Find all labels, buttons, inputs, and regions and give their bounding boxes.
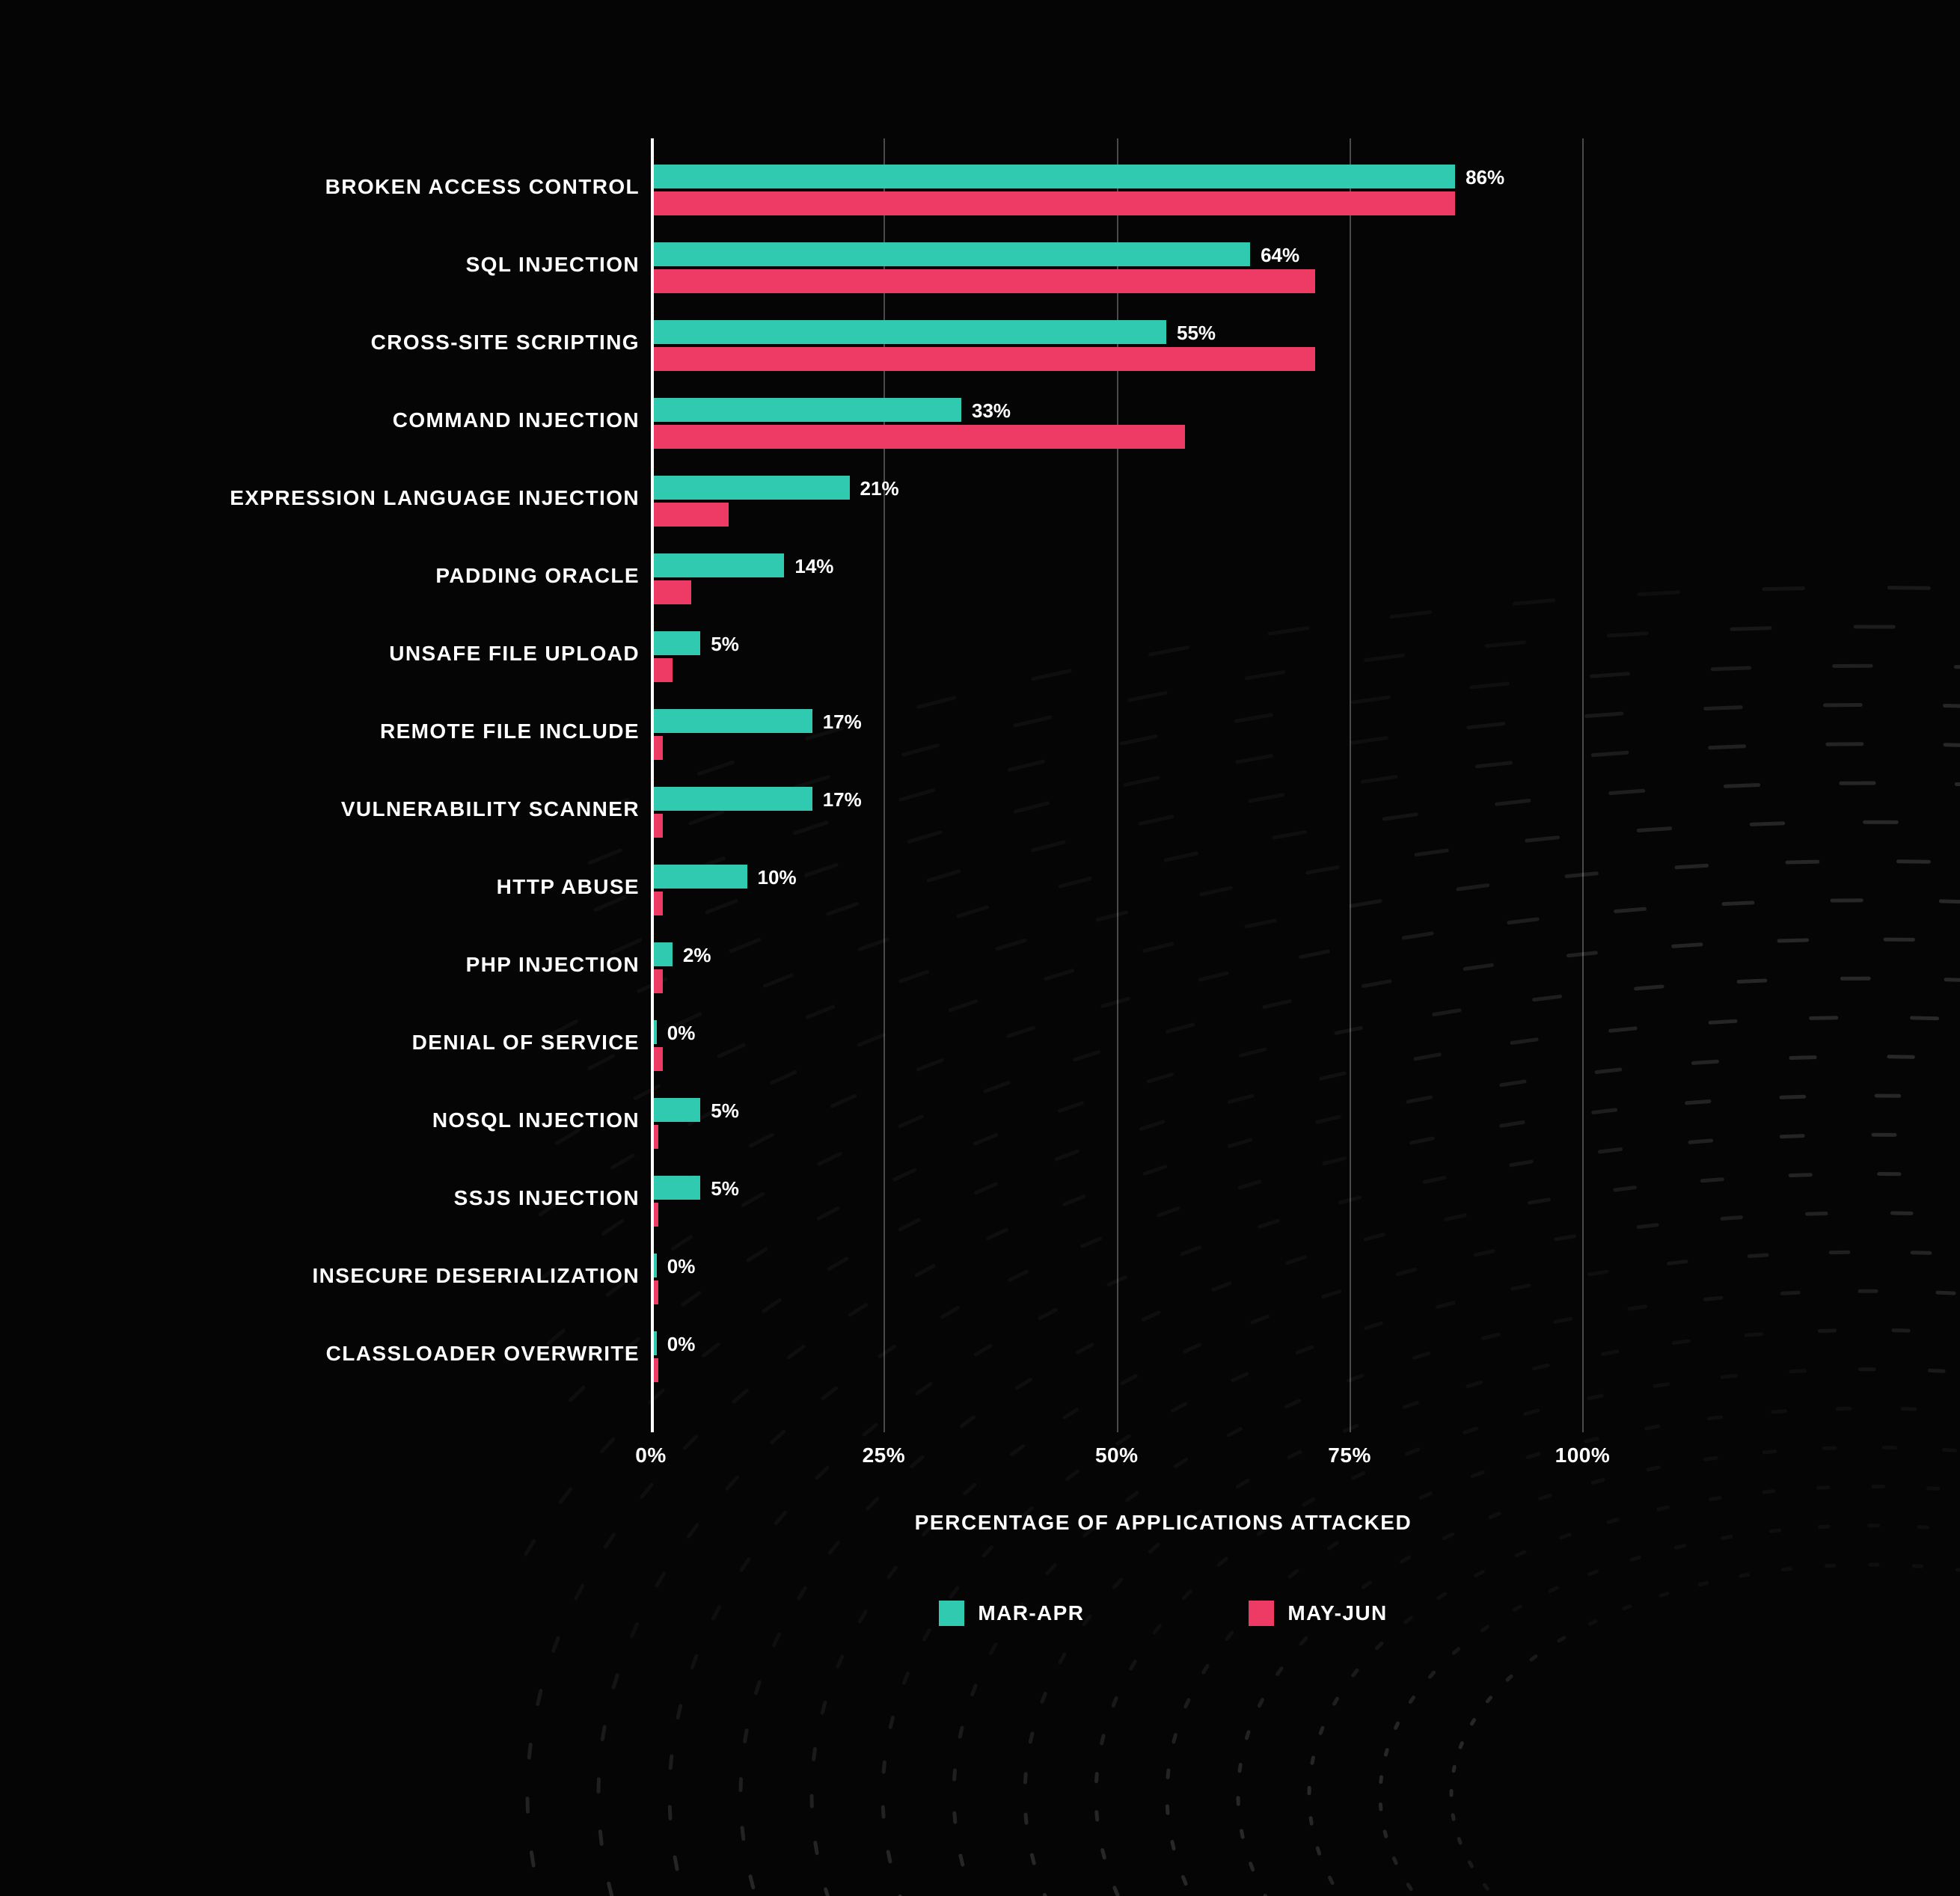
category-label: SSJS INJECTION xyxy=(209,1186,640,1210)
bar-a: 17% xyxy=(654,787,812,811)
category-row: PADDING ORACLE 14% xyxy=(209,546,1751,621)
category-label: SQL INJECTION xyxy=(209,253,640,277)
bar-value-label: 0% xyxy=(667,1255,696,1278)
category-label: PHP INJECTION xyxy=(209,953,640,977)
bar-b xyxy=(654,425,1185,449)
category-label: EXPRESSION LANGUAGE INJECTION xyxy=(209,486,640,510)
bar-b xyxy=(654,1280,658,1304)
bar-a: 17% xyxy=(654,709,812,733)
category-row: REMOTE FILE INCLUDE 17% xyxy=(209,702,1751,776)
bar-a: 2% xyxy=(654,942,673,966)
bar-value-label: 5% xyxy=(711,1099,739,1123)
bar-b xyxy=(654,736,663,760)
x-tick-label: 25% xyxy=(863,1444,906,1467)
category-row: SQL INJECTION 64% xyxy=(209,235,1751,310)
bar-b xyxy=(654,658,673,682)
bar-a: 33% xyxy=(654,398,961,422)
bar-b xyxy=(654,269,1315,293)
category-row: DENIAL OF SERVICE 0% xyxy=(209,1013,1751,1087)
bar-b xyxy=(654,191,1455,215)
category-row: CLASSLOADER OVERWRITE 0% xyxy=(209,1324,1751,1399)
bar-b xyxy=(654,1358,658,1382)
bar-a: 0% xyxy=(654,1020,657,1044)
category-row: EXPRESSION LANGUAGE INJECTION 21% xyxy=(209,468,1751,543)
bar-value-label: 0% xyxy=(667,1333,696,1356)
legend-item-may-jun: MAY-JUN xyxy=(1249,1601,1387,1626)
attack-types-chart: 0% 25% 50% 75% 100% BROKEN ACCESS CONTROL 86%… xyxy=(209,157,1751,1728)
x-tick-label: 100% xyxy=(1555,1444,1611,1467)
bar-value-label: 5% xyxy=(711,633,739,656)
category-row: CROSS-SITE SCRIPTING 55% xyxy=(209,313,1751,387)
bar-b xyxy=(654,1203,658,1227)
category-label: NOSQL INJECTION xyxy=(209,1108,640,1132)
category-row: HTTP ABUSE 10% xyxy=(209,857,1751,932)
category-label: COMMAND INJECTION xyxy=(209,408,640,432)
category-label: CLASSLOADER OVERWRITE xyxy=(209,1342,640,1366)
bar-value-label: 14% xyxy=(794,555,833,578)
category-row: SSJS INJECTION 5% xyxy=(209,1168,1751,1243)
bar-b xyxy=(654,892,663,915)
bar-a: 14% xyxy=(654,553,784,577)
bar-a: 5% xyxy=(654,1176,700,1200)
bar-a: 5% xyxy=(654,1098,700,1122)
bar-value-label: 17% xyxy=(823,711,862,734)
category-label: HTTP ABUSE xyxy=(209,875,640,899)
bar-b xyxy=(654,347,1315,371)
category-label: BROKEN ACCESS CONTROL xyxy=(209,175,640,199)
legend-item-mar-apr: MAR-APR xyxy=(939,1601,1084,1626)
bar-a: 21% xyxy=(654,476,850,500)
bar-value-label: 21% xyxy=(860,477,899,500)
category-row: INSECURE DESERIALIZATION 0% xyxy=(209,1246,1751,1321)
category-row: BROKEN ACCESS CONTROL 86% xyxy=(209,157,1751,232)
legend: MAR-APR MAY-JUN xyxy=(651,1601,1676,1626)
bar-b xyxy=(654,814,663,838)
category-label: CROSS-SITE SCRIPTING xyxy=(209,331,640,355)
bar-a: 10% xyxy=(654,865,747,889)
category-label: INSECURE DESERIALIZATION xyxy=(209,1264,640,1288)
legend-swatch-b xyxy=(1249,1601,1274,1626)
bar-a: 86% xyxy=(654,165,1455,188)
category-label: VULNERABILITY SCANNER xyxy=(209,797,640,821)
bar-value-label: 55% xyxy=(1177,322,1216,345)
x-tick-label: 50% xyxy=(1095,1444,1139,1467)
category-label: DENIAL OF SERVICE xyxy=(209,1031,640,1055)
category-label: UNSAFE FILE UPLOAD xyxy=(209,642,640,666)
category-row: UNSAFE FILE UPLOAD 5% xyxy=(209,624,1751,699)
x-tick-label: 0% xyxy=(635,1444,666,1467)
bar-value-label: 64% xyxy=(1261,244,1299,267)
bar-a: 64% xyxy=(654,242,1250,266)
category-row: COMMAND INJECTION 33% xyxy=(209,390,1751,465)
bar-value-label: 0% xyxy=(667,1022,696,1045)
bar-value-label: 33% xyxy=(972,399,1011,423)
bar-value-label: 2% xyxy=(683,944,711,967)
bar-value-label: 5% xyxy=(711,1177,739,1200)
bar-value-label: 17% xyxy=(823,788,862,812)
x-axis-title: PERCENTAGE OF APPLICATIONS ATTACKED xyxy=(651,1511,1676,1535)
bar-b xyxy=(654,1047,663,1071)
bar-value-label: 10% xyxy=(758,866,797,889)
bar-a: 5% xyxy=(654,631,700,655)
category-row: PHP INJECTION 2% xyxy=(209,935,1751,1010)
bar-b xyxy=(654,1125,658,1149)
legend-label-a: MAR-APR xyxy=(978,1601,1084,1625)
legend-swatch-a xyxy=(939,1601,964,1626)
bar-b xyxy=(654,503,729,527)
bar-b xyxy=(654,969,663,993)
bar-a: 0% xyxy=(654,1254,657,1277)
category-row: NOSQL INJECTION 5% xyxy=(209,1090,1751,1165)
category-row: VULNERABILITY SCANNER 17% xyxy=(209,779,1751,854)
x-tick-label: 75% xyxy=(1328,1444,1371,1467)
category-label: PADDING ORACLE xyxy=(209,564,640,588)
bar-value-label: 86% xyxy=(1466,166,1504,189)
bar-a: 0% xyxy=(654,1331,657,1355)
bar-a: 55% xyxy=(654,320,1166,344)
bar-b xyxy=(654,580,691,604)
category-label: REMOTE FILE INCLUDE xyxy=(209,720,640,743)
legend-label-b: MAY-JUN xyxy=(1287,1601,1387,1625)
